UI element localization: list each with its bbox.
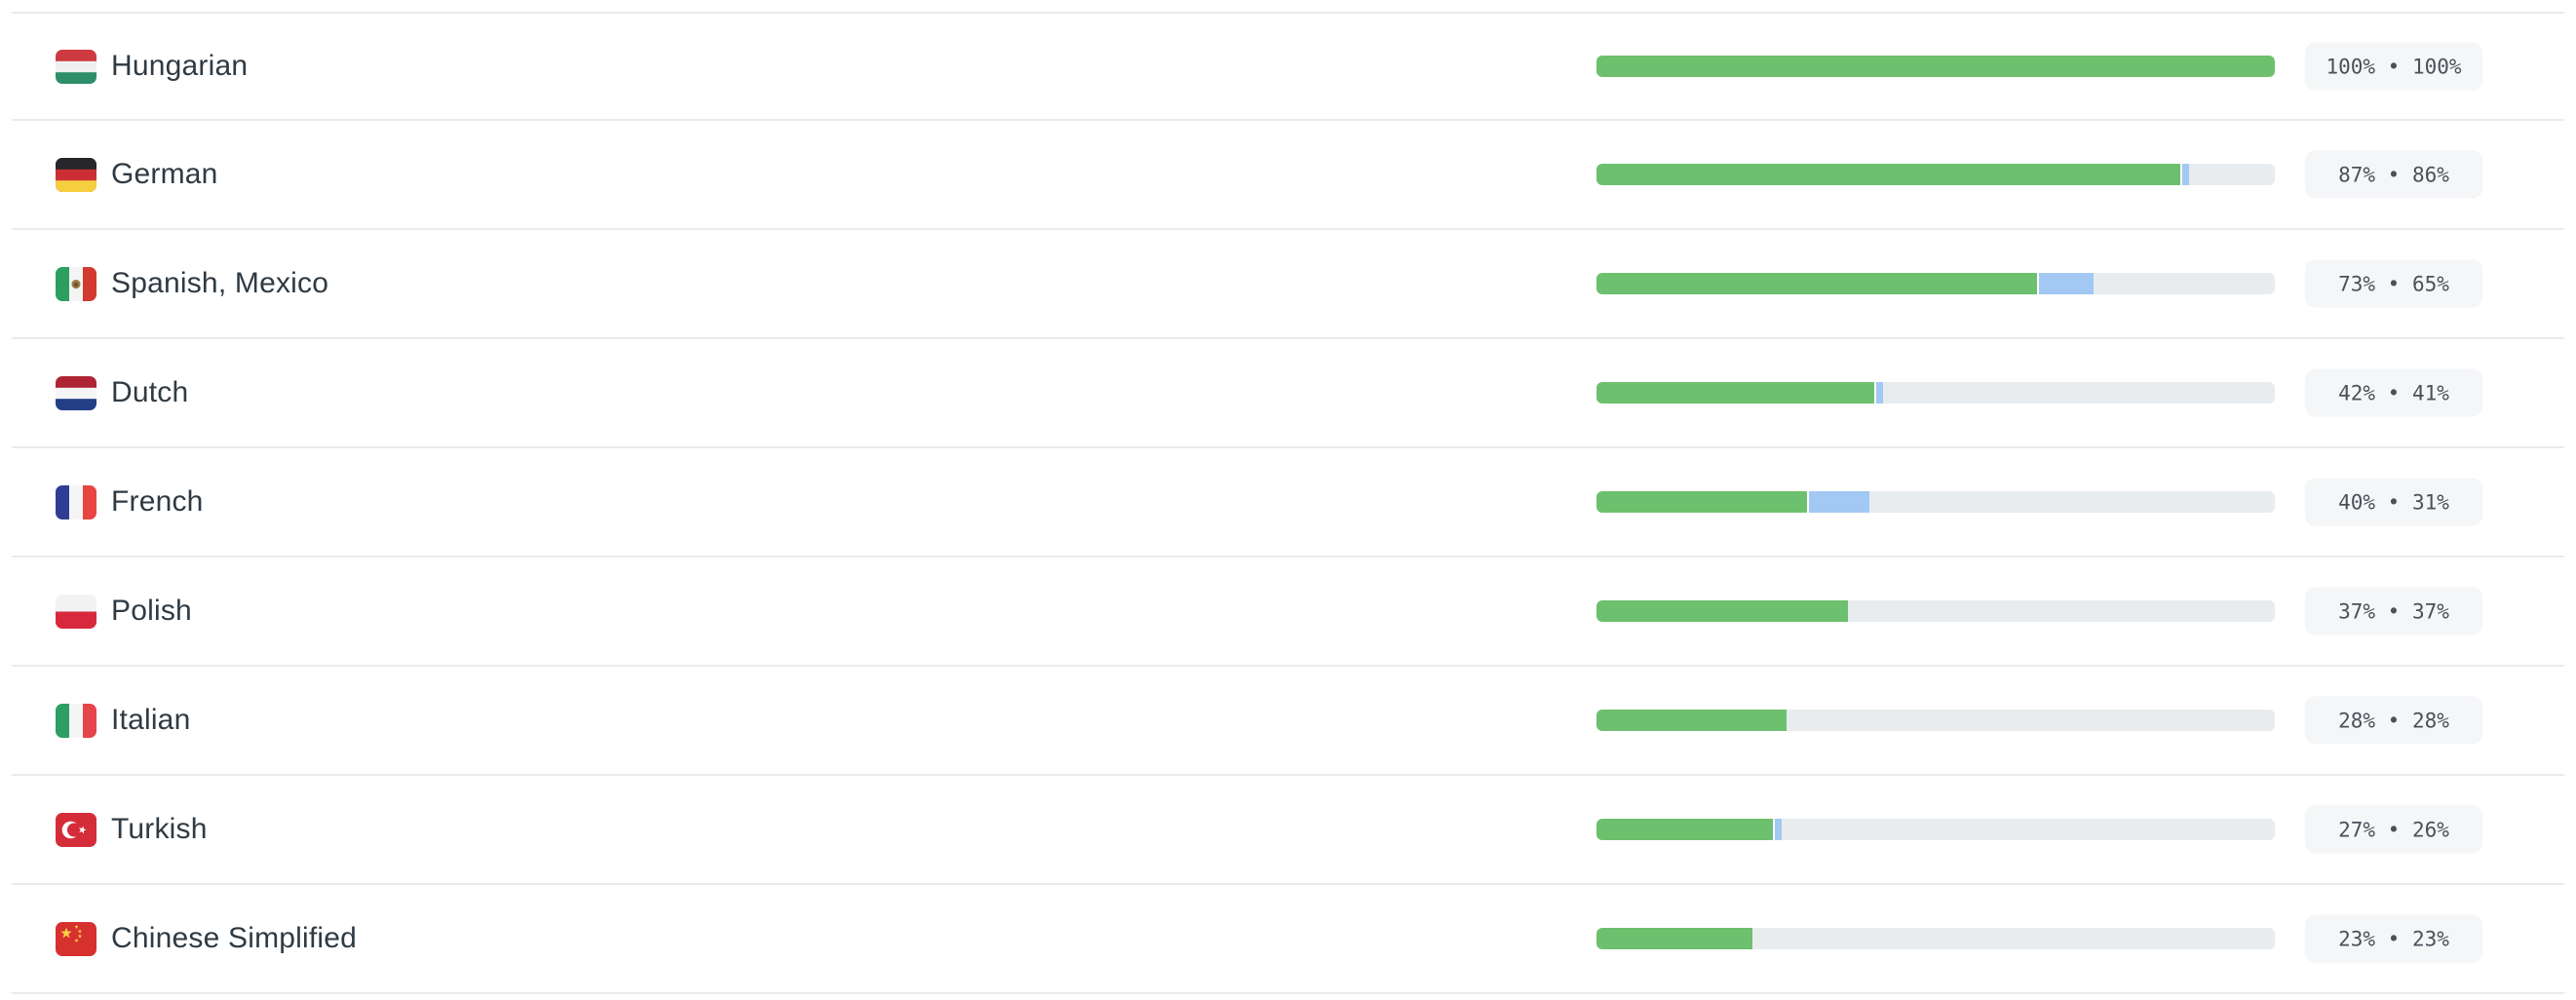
language-row-dutch[interactable]: Dutch 42% • 41% — [12, 339, 2564, 448]
reviewed-bar-segment — [1596, 710, 1787, 731]
translation-progress-bar — [1596, 928, 2275, 949]
percentage-badge: 23% • 23% — [2305, 914, 2482, 963]
translated-bar-segment — [1806, 491, 1870, 513]
reviewed-bar-segment — [1596, 382, 1875, 404]
translated-bar-segment — [1772, 819, 1782, 840]
language-list: Hungarian 100% • 100% German 87% • 86% — [12, 12, 2564, 994]
reviewed-bar-segment — [1596, 819, 1773, 840]
percentage-badge: 40% • 31% — [2305, 478, 2482, 526]
reviewed-bar-segment — [1596, 56, 2275, 77]
flag-poland-icon — [56, 594, 96, 629]
translation-progress-bar — [1596, 273, 2275, 294]
translation-progress-bar — [1596, 710, 2275, 731]
translated-bar-segment — [2037, 273, 2095, 294]
language-row-chinese-simplified[interactable]: Chinese Simplified 23% • 23% — [12, 885, 2564, 994]
translated-bar-segment — [1874, 382, 1884, 404]
language-row-turkish[interactable]: Turkish 27% • 26% — [12, 776, 2564, 885]
language-name: Polish — [111, 595, 192, 627]
language-name: Hungarian — [111, 50, 249, 82]
percentage-badge: 100% • 100% — [2305, 42, 2482, 91]
flag-turkey-icon — [56, 812, 96, 847]
translation-progress-bar — [1596, 56, 2275, 77]
language-name: Chinese Simplified — [111, 922, 358, 954]
percentage-badge: 42% • 41% — [2305, 368, 2482, 417]
translation-progress-bar — [1596, 382, 2275, 404]
translation-progress-bar — [1596, 600, 2275, 622]
percentage-badge: 28% • 28% — [2305, 696, 2482, 745]
language-row-german[interactable]: German 87% • 86% — [12, 121, 2564, 230]
language-row-french[interactable]: French 40% • 31% — [12, 448, 2564, 558]
language-row-spanish-mexico[interactable]: Spanish, Mexico 73% • 65% — [12, 230, 2564, 339]
translated-bar-segment — [2179, 164, 2189, 185]
reviewed-bar-segment — [1596, 491, 1807, 513]
language-row-hungarian[interactable]: Hungarian 100% • 100% — [12, 12, 2564, 121]
language-name: French — [111, 485, 204, 518]
language-name: Spanish, Mexico — [111, 267, 329, 299]
language-name: German — [111, 158, 218, 190]
flag-italy-icon — [56, 703, 96, 738]
flag-netherlands-icon — [56, 375, 96, 410]
flag-china-icon — [56, 921, 96, 956]
reviewed-bar-segment — [1596, 164, 2180, 185]
reviewed-bar-segment — [1596, 273, 2038, 294]
translation-progress-bar — [1596, 819, 2275, 840]
reviewed-bar-segment — [1596, 600, 1848, 622]
language-name: Italian — [111, 704, 191, 736]
percentage-badge: 87% • 86% — [2305, 150, 2482, 199]
reviewed-bar-segment — [1596, 928, 1753, 949]
percentage-badge: 73% • 65% — [2305, 259, 2482, 308]
language-name: Dutch — [111, 376, 189, 408]
language-row-italian[interactable]: Italian 28% • 28% — [12, 667, 2564, 776]
percentage-badge: 27% • 26% — [2305, 805, 2482, 854]
language-row-polish[interactable]: Polish 37% • 37% — [12, 558, 2564, 667]
flag-mexico-icon — [56, 266, 96, 301]
flag-germany-icon — [56, 157, 96, 192]
flag-hungary-icon — [56, 49, 96, 84]
translation-progress-bar — [1596, 164, 2275, 185]
language-name: Turkish — [111, 813, 208, 845]
translation-progress-bar — [1596, 491, 2275, 513]
percentage-badge: 37% • 37% — [2305, 587, 2482, 635]
flag-france-icon — [56, 484, 96, 519]
